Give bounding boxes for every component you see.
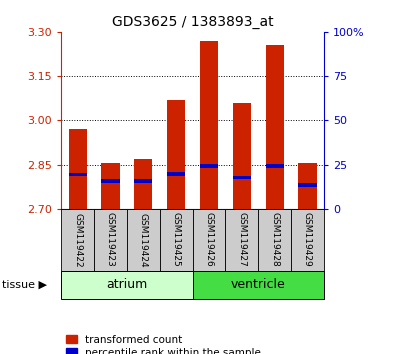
Bar	[200, 164, 218, 167]
Bar	[69, 173, 87, 176]
Text: GSM119428: GSM119428	[270, 212, 279, 267]
Bar	[102, 179, 120, 183]
Bar	[69, 129, 87, 209]
Bar	[265, 164, 284, 167]
Bar	[134, 179, 152, 183]
Bar	[233, 103, 251, 209]
Text: atrium: atrium	[106, 279, 147, 291]
FancyBboxPatch shape	[94, 209, 127, 271]
Text: GSM119426: GSM119426	[205, 212, 213, 267]
FancyBboxPatch shape	[193, 271, 324, 299]
Bar	[265, 45, 284, 209]
FancyBboxPatch shape	[291, 209, 324, 271]
FancyBboxPatch shape	[127, 209, 160, 271]
Bar	[200, 41, 218, 209]
Text: GSM119429: GSM119429	[303, 212, 312, 267]
Text: tissue ▶: tissue ▶	[2, 280, 47, 290]
FancyBboxPatch shape	[226, 209, 258, 271]
FancyBboxPatch shape	[61, 209, 94, 271]
FancyBboxPatch shape	[61, 271, 193, 299]
Legend: transformed count, percentile rank within the sample: transformed count, percentile rank withi…	[66, 335, 261, 354]
Text: GSM119427: GSM119427	[237, 212, 246, 267]
Text: GSM119422: GSM119422	[73, 212, 82, 267]
Title: GDS3625 / 1383893_at: GDS3625 / 1383893_at	[112, 16, 273, 29]
Bar	[102, 163, 120, 209]
Text: GSM119425: GSM119425	[172, 212, 181, 267]
FancyBboxPatch shape	[258, 209, 291, 271]
Bar	[134, 159, 152, 209]
Bar	[233, 176, 251, 179]
Bar	[167, 100, 185, 209]
FancyBboxPatch shape	[193, 209, 226, 271]
Text: GSM119423: GSM119423	[106, 212, 115, 267]
Bar	[299, 163, 316, 209]
Text: GSM119424: GSM119424	[139, 212, 148, 267]
Text: ventricle: ventricle	[231, 279, 286, 291]
Bar	[299, 183, 316, 187]
Bar	[167, 172, 185, 176]
FancyBboxPatch shape	[160, 209, 193, 271]
